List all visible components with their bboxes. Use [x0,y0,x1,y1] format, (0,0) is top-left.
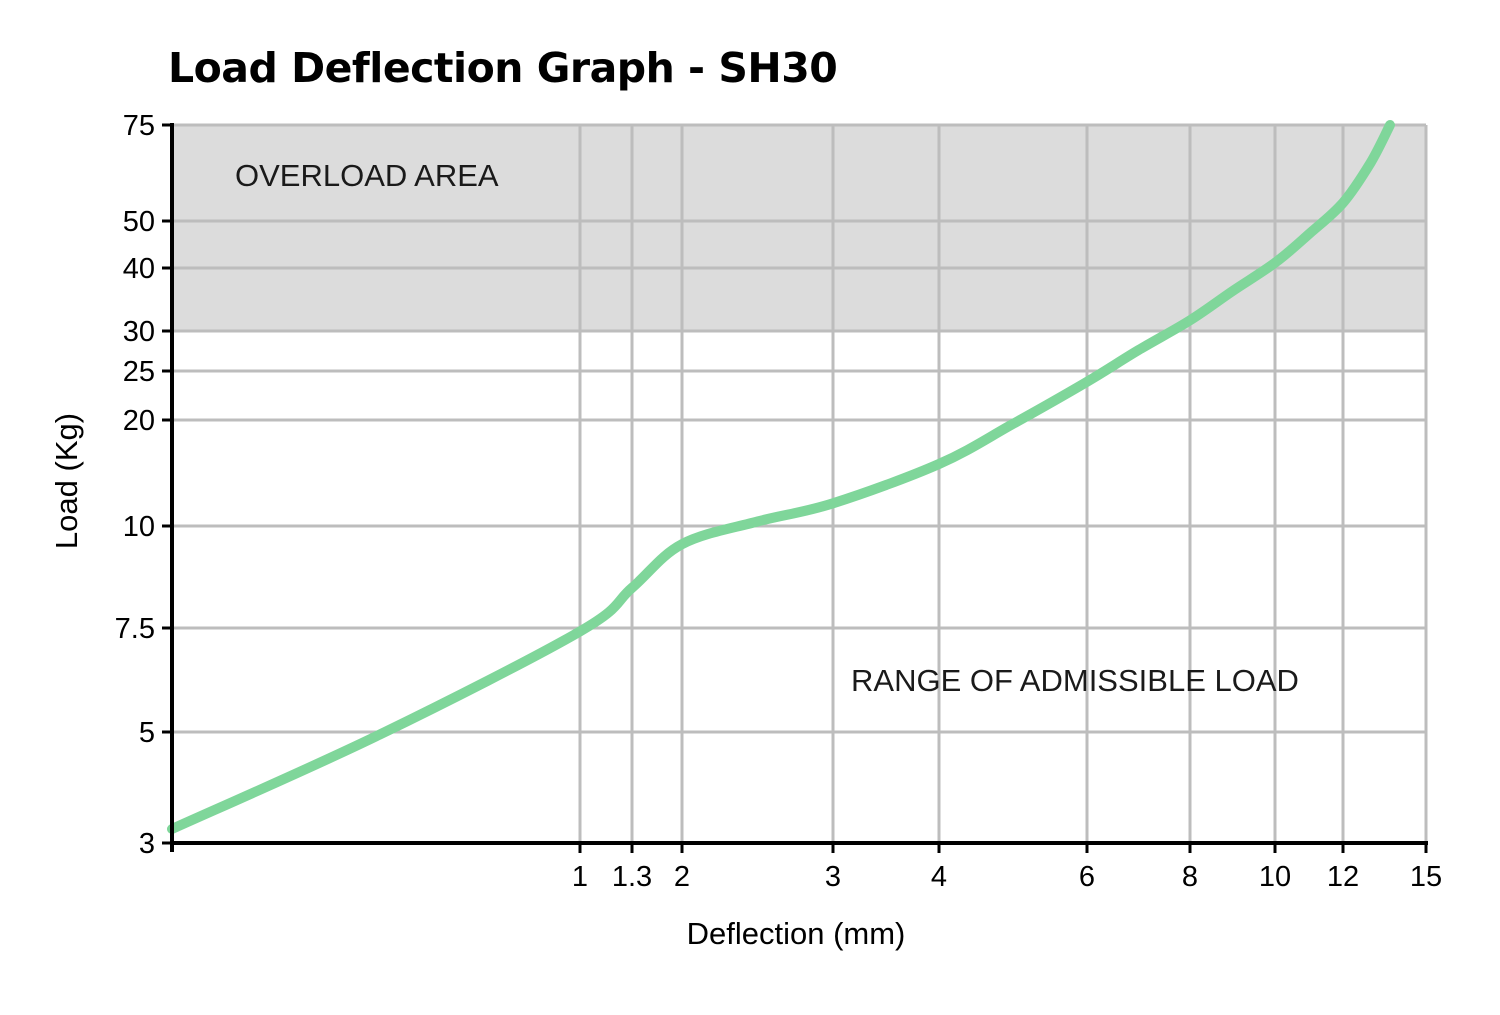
y-tick-label: 30 [123,316,155,348]
y-tick-label: 50 [123,206,155,238]
x-tick-label: 1 [572,861,588,893]
y-tick-label: 10 [123,511,155,543]
x-tick-label: 15 [1410,861,1442,893]
x-tick-label: 4 [931,861,947,893]
load-deflection-line [167,120,1395,834]
y-tick-label: 25 [123,356,155,388]
x-axis-label: Deflection (mm) [687,916,906,951]
admissible-range-label: RANGE OF ADMISSIBLE LOAD [851,663,1299,698]
y-tick-label: 7.5 [115,613,155,645]
y-tick-label: 40 [123,253,155,285]
overload-area [172,125,1426,331]
x-tick-label: 1.3 [612,861,652,893]
y-tick-label: 3 [139,828,155,860]
overload-area-label: OVERLOAD AREA [235,158,499,193]
chart-title: Load Deflection Graph - SH30 [168,44,838,92]
y-tick-label: 20 [123,405,155,437]
x-tick-label: 6 [1079,861,1095,893]
y-axis-label: Load (Kg) [49,413,84,549]
x-tick-label: 8 [1182,861,1198,893]
x-tick-label: 2 [674,861,690,893]
y-tick-label: 75 [123,110,155,142]
x-tick-label: 12 [1327,861,1359,893]
x-tick-label: 10 [1259,861,1291,893]
y-tick-label: 5 [139,717,155,749]
x-tick-label: 3 [825,861,841,893]
